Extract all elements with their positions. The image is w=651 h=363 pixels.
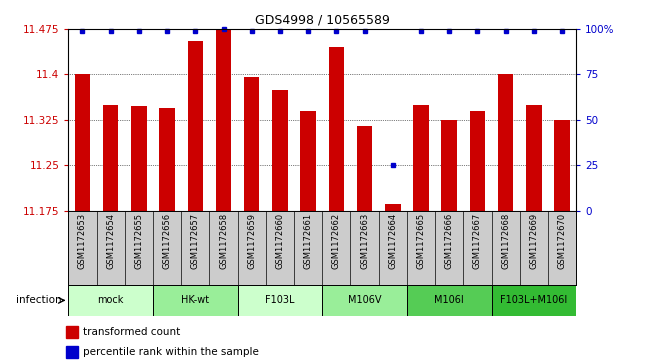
Bar [66, 346, 77, 358]
Text: GSM1172663: GSM1172663 [360, 213, 369, 269]
Bar [66, 326, 77, 338]
Text: HK-wt: HK-wt [181, 295, 210, 305]
Bar [407, 285, 492, 316]
Bar [329, 47, 344, 211]
Text: GSM1172667: GSM1172667 [473, 213, 482, 269]
Bar [68, 285, 153, 316]
Bar [272, 90, 288, 211]
Text: GSM1172660: GSM1172660 [275, 213, 284, 269]
Bar [238, 285, 322, 316]
Bar [153, 285, 238, 316]
Bar [75, 74, 90, 211]
Bar [215, 29, 231, 211]
Bar [131, 106, 146, 211]
Bar [498, 74, 514, 211]
Text: percentile rank within the sample: percentile rank within the sample [83, 347, 259, 357]
Text: GSM1172661: GSM1172661 [303, 213, 312, 269]
Text: F103L+M106I: F103L+M106I [500, 295, 568, 305]
Bar [492, 285, 576, 316]
Text: GSM1172655: GSM1172655 [134, 213, 143, 269]
Text: GSM1172666: GSM1172666 [445, 213, 454, 269]
Text: M106I: M106I [434, 295, 464, 305]
Text: GSM1172664: GSM1172664 [388, 213, 397, 269]
Text: mock: mock [98, 295, 124, 305]
Text: GSM1172669: GSM1172669 [529, 213, 538, 269]
Text: GSM1172670: GSM1172670 [557, 213, 566, 269]
Bar [322, 285, 407, 316]
Text: GSM1172662: GSM1172662 [332, 213, 341, 269]
Bar [385, 204, 400, 211]
Text: GSM1172668: GSM1172668 [501, 213, 510, 269]
Text: GSM1172665: GSM1172665 [417, 213, 426, 269]
Bar [244, 77, 260, 211]
Bar [441, 120, 457, 211]
Text: GSM1172658: GSM1172658 [219, 213, 228, 269]
Text: GSM1172657: GSM1172657 [191, 213, 200, 269]
Bar [103, 105, 118, 211]
Bar [413, 105, 429, 211]
Text: M106V: M106V [348, 295, 381, 305]
Text: GSM1172656: GSM1172656 [163, 213, 172, 269]
Bar [554, 120, 570, 211]
Bar [469, 111, 485, 211]
Bar [526, 105, 542, 211]
Text: transformed count: transformed count [83, 327, 180, 337]
Bar [300, 111, 316, 211]
Text: GSM1172654: GSM1172654 [106, 213, 115, 269]
Bar [187, 41, 203, 211]
Bar [357, 126, 372, 211]
Title: GDS4998 / 10565589: GDS4998 / 10565589 [255, 13, 390, 26]
Text: F103L: F103L [265, 295, 295, 305]
Bar [159, 108, 175, 211]
Text: GSM1172653: GSM1172653 [78, 213, 87, 269]
Text: infection: infection [16, 295, 62, 305]
Text: GSM1172659: GSM1172659 [247, 213, 256, 269]
